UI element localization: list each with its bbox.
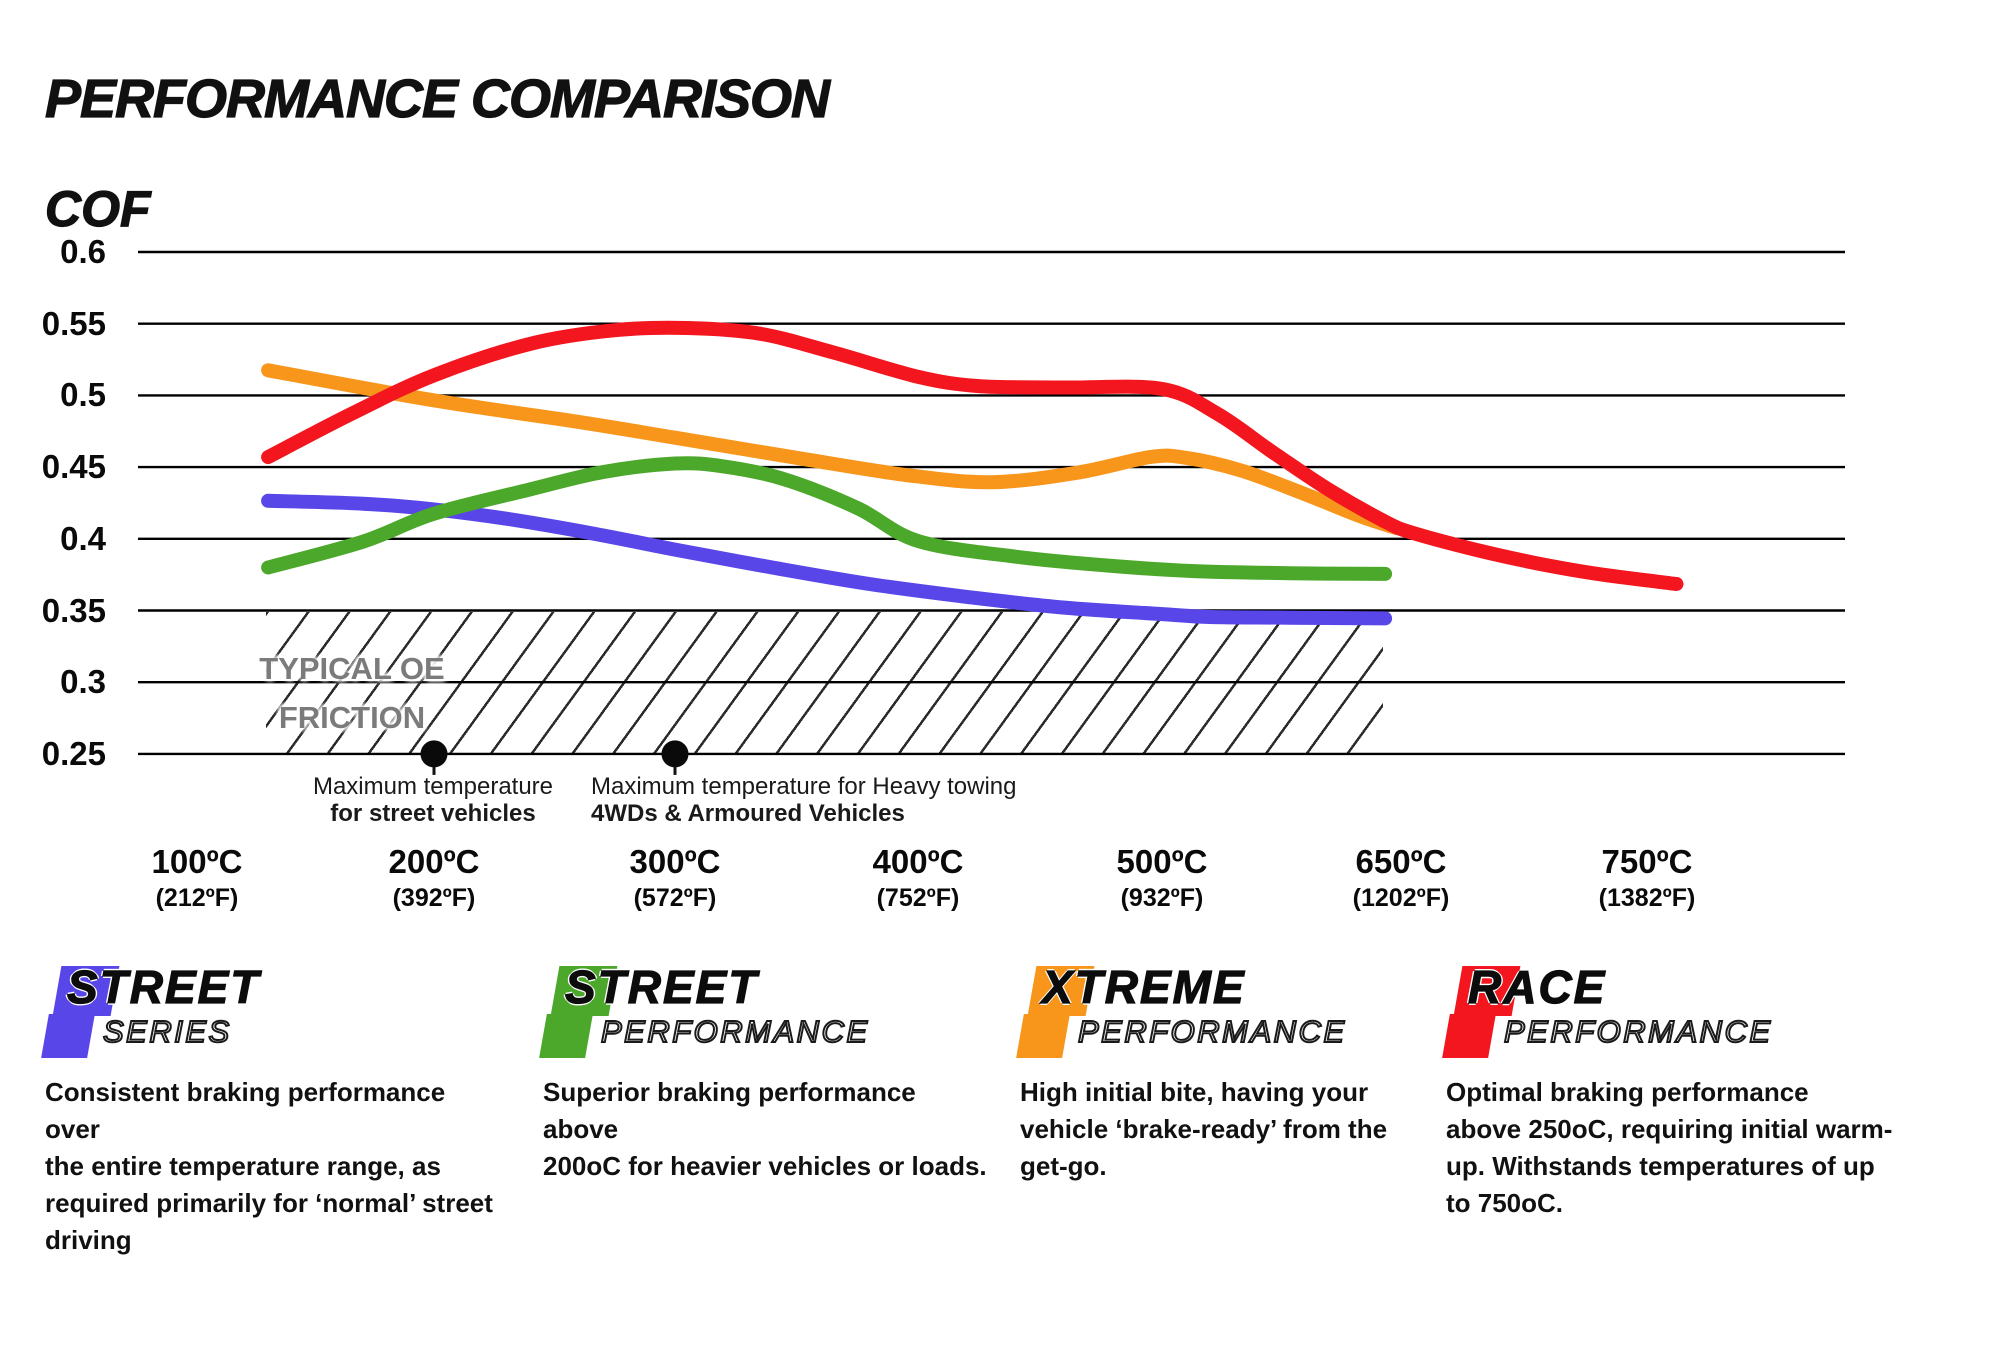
race-performance-wordmark: RACE: [1467, 960, 1607, 1013]
street-series-logo: STREET SERIES: [41, 960, 500, 1066]
x-tick-label: 750ºC (1382ºF): [1547, 843, 1747, 913]
x-tick-fahrenheit: (572ºF): [633, 884, 717, 912]
race-performance-wordmark-sub: PERFORMANCE: [1503, 1013, 1773, 1050]
x-tick-celsius: 400ºC: [872, 843, 964, 880]
legend-xtreme-performance: XTREME PERFORMANCE High initial bite, ha…: [1016, 960, 1420, 1185]
y-tick-label: 0.3: [60, 663, 106, 701]
x-tick-fahrenheit: (932ºF): [1120, 884, 1204, 912]
xtreme-performance-logo: XTREME PERFORMANCE: [1016, 960, 1420, 1066]
y-axis-title: COF: [44, 180, 151, 237]
page-title: PERFORMANCE COMPARISON: [44, 68, 830, 129]
xtreme-performance-badge-icon: [1016, 1014, 1070, 1058]
y-tick-label: 0.6: [60, 233, 106, 270]
race-performance-badge-icon: [1442, 1014, 1496, 1058]
annotation-line: Maximum temperature: [312, 773, 554, 800]
street-series-badge-icon: [41, 1014, 95, 1058]
x-tick-label: 650ºC (1202ºF): [1301, 843, 1501, 913]
x-tick-label: 300ºC (572ºF): [575, 843, 775, 913]
x-tick-fahrenheit: (1382ºF): [1598, 884, 1696, 912]
x-tick-celsius: 200ºC: [388, 843, 480, 880]
x-tick-label: 500ºC (932ºF): [1062, 843, 1262, 913]
series-line-race-performance: [261, 320, 1684, 591]
xtreme-performance-wordmark-sub: PERFORMANCE: [1077, 1013, 1347, 1050]
max-temp-marker-dot: [420, 740, 448, 768]
annotation-max-temp-heavy-towing: Maximum temperature for Heavy towing 4WD…: [591, 773, 1111, 827]
street-performance-logo: STREET PERFORMANCE: [539, 960, 995, 1066]
x-tick-celsius: 750ºC: [1601, 843, 1693, 880]
x-tick-celsius: 100ºC: [151, 843, 243, 880]
xtreme-performance-wordmark: XTREME: [1041, 960, 1246, 1013]
x-tick-label: 200ºC (392ºF): [334, 843, 534, 913]
x-tick-celsius: 500ºC: [1116, 843, 1208, 880]
y-tick-label: 0.4: [60, 519, 106, 557]
x-tick-label: 100ºC (212ºF): [97, 843, 297, 913]
x-tick-fahrenheit: (1202ºF): [1352, 884, 1450, 912]
x-tick-celsius: 650ºC: [1355, 843, 1447, 880]
annotation-line: Maximum temperature for Heavy towing: [591, 773, 1017, 800]
annotation-line: 4WDs & Armoured Vehicles: [591, 800, 905, 827]
x-tick-fahrenheit: (752ºF): [876, 884, 960, 912]
xtreme-performance-description: High initial bite, having your vehicle ‘…: [1020, 1077, 1388, 1181]
legend-street-performance: STREET PERFORMANCE Superior braking perf…: [539, 960, 995, 1185]
race-performance-logo: RACE PERFORMANCE: [1442, 960, 1911, 1066]
legend-race-performance: RACE PERFORMANCE Optimal braking perform…: [1442, 960, 1911, 1222]
y-tick-label: 0.55: [41, 304, 106, 342]
street-series-wordmark: STREET: [66, 960, 261, 1013]
series-line-xtreme-performance: [261, 363, 1404, 535]
y-tick-label: 0.5: [60, 376, 106, 414]
street-performance-description: Superior braking performance above 200oC…: [543, 1077, 987, 1181]
street-series-description: Consistent braking performance over the …: [45, 1077, 493, 1255]
y-tick-label: 0.35: [41, 591, 106, 629]
annotation-max-temp-street-vehicles: Maximum temperature for street vehicles: [282, 773, 584, 827]
race-performance-description: Optimal braking performance above 250oC,…: [1446, 1077, 1893, 1218]
x-tick-label: 400ºC (752ºF): [818, 843, 1018, 913]
legend-street-series: STREET SERIES Consistent braking perform…: [41, 960, 500, 1259]
street-performance-badge-icon: [539, 1014, 593, 1058]
series-line-street-performance: [261, 456, 1393, 581]
x-tick-celsius: 300ºC: [629, 843, 721, 880]
x-tick-fahrenheit: (392ºF): [392, 884, 476, 912]
annotation-line: for street vehicles: [330, 800, 536, 827]
street-series-wordmark-sub: SERIES: [102, 1013, 232, 1050]
street-performance-wordmark: STREET: [564, 960, 759, 1013]
typical-oe-friction-label: TYPICAL OE FRICTION: [259, 651, 445, 735]
y-tick-label: 0.25: [41, 734, 106, 772]
max-temp-marker-dot: [661, 740, 689, 768]
street-performance-wordmark-sub: PERFORMANCE: [600, 1013, 870, 1050]
x-tick-fahrenheit: (212ºF): [155, 884, 239, 912]
y-tick-label: 0.45: [41, 448, 106, 486]
